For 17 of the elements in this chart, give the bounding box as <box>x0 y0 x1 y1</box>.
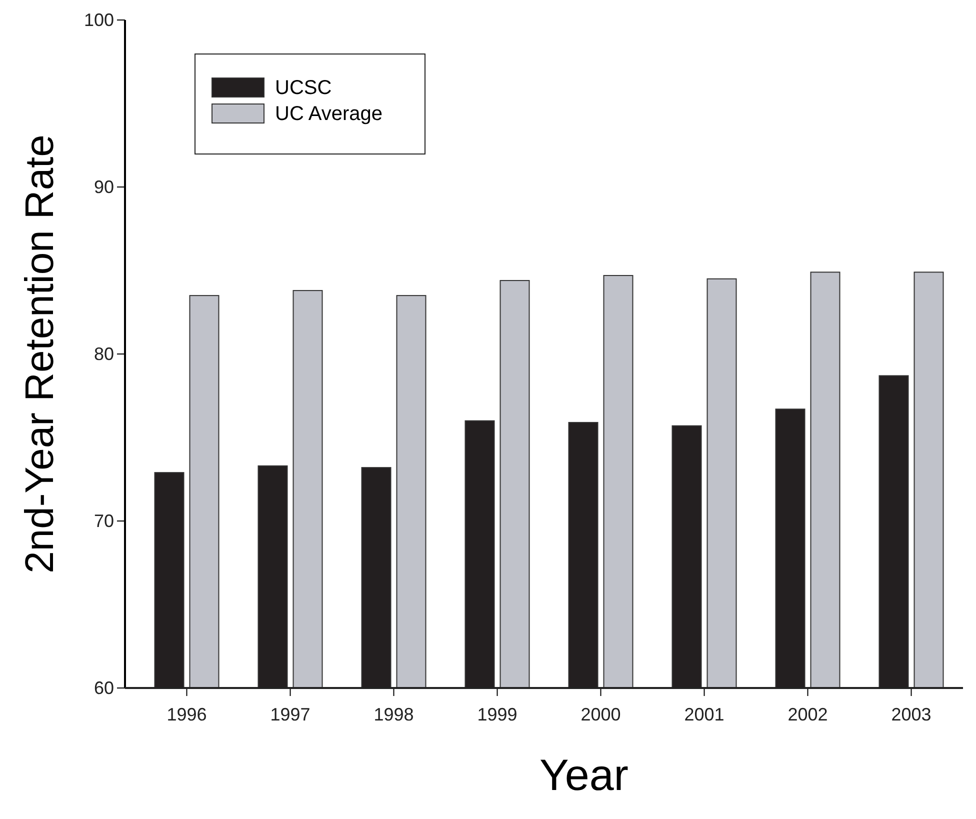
x-tick-label: 2000 <box>580 704 621 725</box>
legend-label: UC Average <box>275 103 382 125</box>
y-tick-label: 60 <box>94 678 114 698</box>
legend-label: UCSC <box>275 77 332 99</box>
x-tick-label: 2001 <box>684 704 724 725</box>
y-tick-label: 70 <box>94 510 114 531</box>
x-tick-label: 1999 <box>477 704 518 725</box>
x-tick-label: 2003 <box>891 704 932 725</box>
x-tick-label: 1996 <box>166 704 207 725</box>
y-tick-label: 80 <box>94 344 114 364</box>
y-tick-label: 100 <box>84 10 114 30</box>
x-tick-label: 1998 <box>374 704 414 725</box>
y-axis-title: 2nd-Year Retention Rate <box>18 134 62 574</box>
x-tick-label: 1997 <box>270 704 310 725</box>
x-axis-title: Year <box>540 751 628 800</box>
x-tick-label: 2002 <box>788 704 828 725</box>
y-tick-label: 90 <box>94 176 114 197</box>
